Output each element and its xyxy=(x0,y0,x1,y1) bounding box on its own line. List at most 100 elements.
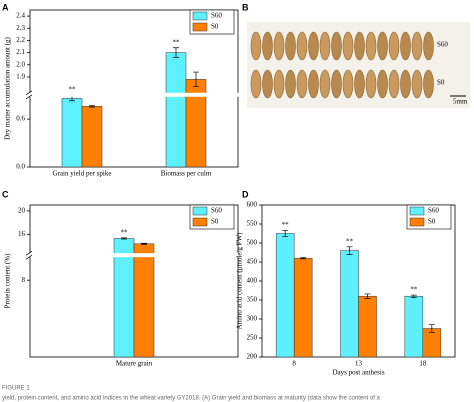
significance-label: ** xyxy=(410,286,418,294)
seed xyxy=(411,31,423,61)
error-bar xyxy=(141,242,147,245)
seed xyxy=(411,69,423,99)
bar xyxy=(340,250,359,358)
seed xyxy=(262,69,273,99)
seed xyxy=(319,31,331,61)
x-axis-label: Days post anthesis xyxy=(332,369,384,377)
y-tick-label: 200 xyxy=(247,353,258,361)
error-bar xyxy=(173,47,179,58)
seed xyxy=(296,31,308,61)
y-tick-label: 400 xyxy=(247,277,258,285)
seed xyxy=(342,31,354,61)
bar xyxy=(61,98,83,168)
seed xyxy=(400,69,411,99)
seed xyxy=(319,69,331,99)
y-tick-label: 0.6 xyxy=(16,115,25,123)
seed xyxy=(354,31,365,61)
y-tick-label: 450 xyxy=(247,258,258,266)
axis-break-gap xyxy=(26,92,240,97)
legend-swatch xyxy=(409,206,425,216)
caption-label: FIGURE 1 xyxy=(2,386,30,392)
seed xyxy=(377,69,388,99)
x-tick-label: 18 xyxy=(419,360,427,368)
significance-label: ** xyxy=(121,228,129,236)
legend-swatch xyxy=(192,206,208,216)
y-tick-label: 600 xyxy=(247,201,258,209)
y-tick-label: 550 xyxy=(247,220,258,228)
seed xyxy=(388,31,400,61)
panel-letter: D xyxy=(242,189,249,199)
y-tick-label: 1.9 xyxy=(16,73,25,81)
seed xyxy=(262,31,273,61)
seed xyxy=(423,69,434,99)
error-bar xyxy=(89,105,95,108)
axis-break-mark xyxy=(25,250,33,260)
seeds xyxy=(250,31,434,99)
seed xyxy=(423,31,434,61)
photo-panel: B S60 S0 5mm xyxy=(242,2,470,108)
seed xyxy=(296,69,308,99)
panel-letter: A xyxy=(2,2,9,12)
y-axis-label: Dry matter accumulation amount (g) xyxy=(4,37,12,140)
y-tick-label: 350 xyxy=(247,296,258,304)
significance-label: ** xyxy=(69,85,77,93)
legend-label: S0 xyxy=(211,23,219,31)
error-bar xyxy=(428,324,435,333)
error-bar xyxy=(282,230,289,237)
significance-label: ** xyxy=(346,237,354,245)
x-tick-label: 13 xyxy=(355,360,363,368)
photo-label: S0 xyxy=(437,79,445,87)
panel-letter: B xyxy=(242,2,249,12)
seed xyxy=(365,69,377,99)
x-tick-label: Biomass per culm xyxy=(161,170,212,178)
seed xyxy=(273,69,285,99)
x-tick-label: Mature grain xyxy=(116,360,153,368)
y-tick-label: 300 xyxy=(247,315,258,323)
significance-label: ** xyxy=(282,221,290,229)
legend-label: S0 xyxy=(428,218,436,226)
axis-break-gap xyxy=(26,253,240,258)
seed xyxy=(377,31,388,61)
legend-label: S60 xyxy=(211,12,222,20)
y-tick-label: 2.4 xyxy=(16,12,25,20)
seed xyxy=(273,31,285,61)
bar xyxy=(404,295,424,358)
bar xyxy=(165,52,187,168)
y-axis-label: Protein content (%) xyxy=(4,253,12,308)
bar xyxy=(133,243,155,358)
legend-swatch xyxy=(192,22,208,32)
seed xyxy=(331,31,342,61)
bar xyxy=(422,328,442,358)
seed xyxy=(285,69,296,99)
seed xyxy=(308,69,319,99)
x-tick-label: 8 xyxy=(292,360,296,368)
photo-label: S60 xyxy=(437,41,448,49)
x-tick-label: Grain yield per spike xyxy=(53,170,112,178)
bar xyxy=(185,79,207,168)
seed xyxy=(365,31,377,61)
legend-label: S60 xyxy=(211,207,222,215)
seed xyxy=(388,69,400,99)
legend-swatch xyxy=(409,217,425,227)
plot-frame xyxy=(29,9,239,168)
seed xyxy=(331,69,342,99)
y-tick-label: 500 xyxy=(247,239,258,247)
significance-label: ** xyxy=(173,38,181,46)
legend-label: S0 xyxy=(211,218,219,226)
y-axis-label: Amino acid content (μmole/g FW) xyxy=(236,232,244,330)
y-tick-label: 250 xyxy=(247,334,258,342)
error-bar xyxy=(364,293,371,299)
y-tick-label: 2.3 xyxy=(16,24,25,32)
legend-swatch xyxy=(192,217,208,227)
error-bar xyxy=(300,257,307,260)
y-tick-label: 2.1 xyxy=(16,48,25,56)
panel-letter: C xyxy=(2,189,9,199)
error-bar xyxy=(121,237,127,240)
error-bar xyxy=(193,71,199,88)
bar xyxy=(275,233,295,358)
legend-swatch xyxy=(192,11,208,21)
seed xyxy=(342,69,354,99)
bar xyxy=(81,106,103,168)
seed xyxy=(250,69,262,99)
